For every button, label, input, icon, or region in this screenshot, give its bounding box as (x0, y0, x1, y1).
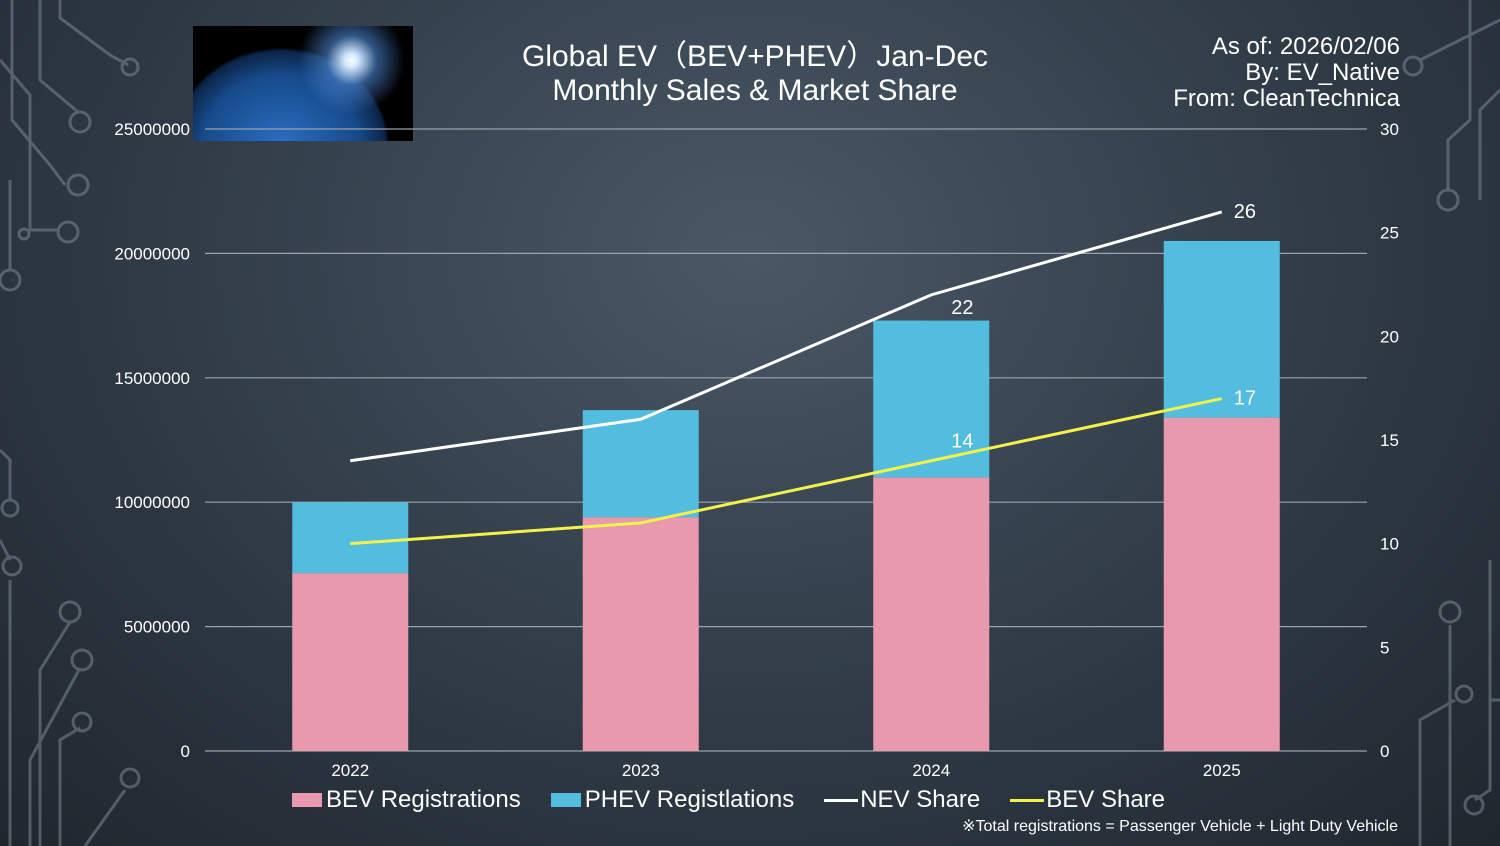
legend-swatch-nev-share (824, 798, 859, 802)
y-right-tick-label: 25 (1380, 224, 1399, 243)
y-left-tick-label: 20000000 (114, 244, 190, 263)
y-left-tick-label: 15000000 (114, 369, 190, 388)
y-left-tick-label: 10000000 (114, 493, 190, 512)
y-right-tick-label: 0 (1380, 742, 1389, 761)
y-left-tick-label: 0 (181, 742, 190, 761)
y-right-tick-label: 15 (1380, 431, 1399, 450)
x-tick-label: 2022 (331, 761, 369, 780)
legend-label-bev: BEV Registrations (326, 786, 521, 813)
x-tick-label: 2024 (912, 761, 950, 780)
legend-swatch-bev (292, 793, 322, 807)
legend-swatch-bev-share (1010, 798, 1045, 802)
axis-labels: 0 5000000 10000000 15000000 20000000 25000000… (114, 120, 1399, 780)
title-line-1: Global EV（BEV+PHEV）Jan-Dec (521, 40, 989, 73)
legend: BEV Registrations PHEV Registlations NEV… (292, 786, 1165, 814)
data-label: 22 (951, 297, 973, 319)
y-right-tick-label: 5 (1380, 638, 1389, 657)
y-right-tick-label: 10 (1380, 535, 1399, 554)
title-line-2: Monthly Sales & Market Share (552, 74, 958, 107)
legend-item-bev-share: BEV Share (1010, 786, 1165, 814)
author: By: EV_Native (1245, 59, 1400, 86)
source-info: As of: 2026/02/06 By: EV_Native From: Cl… (1173, 34, 1400, 112)
bar-phev (1163, 240, 1280, 418)
data-labels: 22 26 14 17 (951, 201, 1256, 453)
y-left-tick-label: 5000000 (124, 618, 190, 637)
y-left-tick-label: 25000000 (114, 120, 190, 139)
as-of-date: As of: 2026/02/06 (1211, 33, 1400, 60)
bar-bev (292, 573, 409, 751)
earth-image (193, 26, 413, 141)
bar-phev (292, 502, 409, 574)
x-tick-label: 2025 (1203, 761, 1241, 780)
legend-item-nev-share: NEV Share (824, 786, 980, 814)
chart-title: Global EV（BEV+PHEV）Jan-Dec Monthly Sales… (450, 40, 1060, 108)
data-label: 26 (1234, 201, 1256, 223)
bar-bev (582, 517, 699, 751)
legend-item-bev: BEV Registrations (292, 786, 521, 814)
legend-label-bev-share: BEV Share (1046, 786, 1165, 813)
legend-swatch-phev (550, 793, 581, 807)
data-label: 14 (951, 431, 973, 453)
footnote: ※Total registrations = Passenger Vehicle… (962, 818, 1398, 835)
x-tick-label: 2023 (622, 761, 660, 780)
legend-label-phev: PHEV Registlations (584, 786, 795, 813)
source: From: CleanTechnica (1173, 85, 1400, 112)
y-right-tick-label: 30 (1380, 120, 1399, 139)
legend-label-nev-share: NEV Share (860, 786, 981, 813)
data-label: 17 (1234, 388, 1256, 410)
line-nev-share (350, 210, 1223, 463)
bar-bev (1163, 417, 1280, 751)
y-right-tick-label: 20 (1380, 327, 1399, 346)
bar-phev (582, 410, 699, 518)
legend-item-phev: PHEV Registlations (550, 786, 795, 814)
share-lines (350, 210, 1223, 546)
bar-bev (873, 477, 990, 751)
line-bev-share (350, 397, 1223, 546)
bars (292, 240, 1280, 751)
bar-phev (873, 320, 990, 478)
